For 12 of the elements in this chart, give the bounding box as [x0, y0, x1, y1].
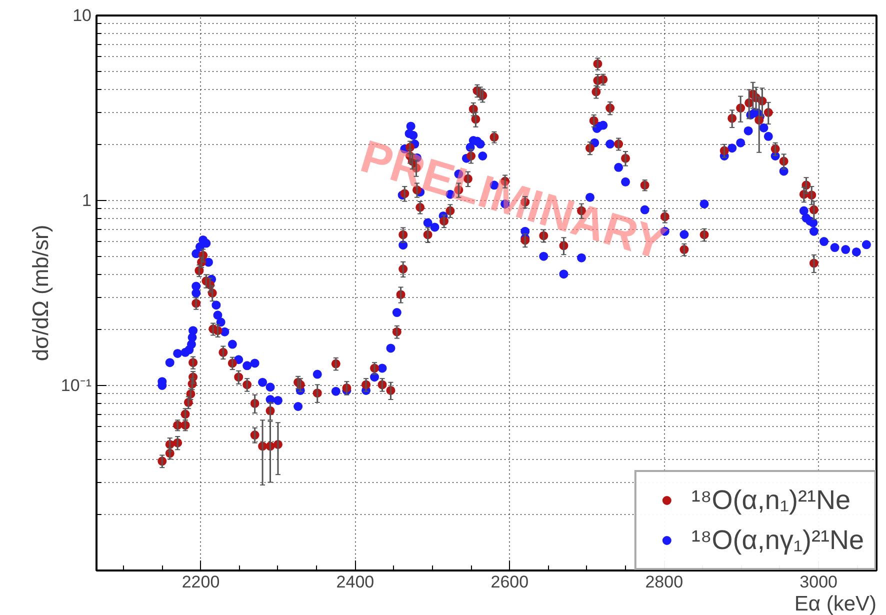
- x-tick-label: 2400: [336, 572, 374, 592]
- x-axis-title: Eα (keV): [794, 592, 876, 615]
- x-tick-label: 3000: [800, 572, 838, 592]
- y-tick-label: 1: [82, 191, 92, 210]
- y-tick-label: 10⁻¹: [60, 376, 92, 395]
- x-tick-label: 2600: [490, 572, 529, 592]
- legend-label: ¹⁸O(α,nγ₁)²¹Ne: [691, 524, 864, 557]
- legend-label: ¹⁸O(α,n₁)²¹Ne: [691, 484, 850, 517]
- y-axis-title: dσ/dΩ (mb/sr): [28, 224, 53, 362]
- x-tick-label: 2800: [645, 572, 684, 592]
- x-tick-label: 2200: [182, 572, 220, 592]
- y-tick-label: 10: [72, 6, 92, 25]
